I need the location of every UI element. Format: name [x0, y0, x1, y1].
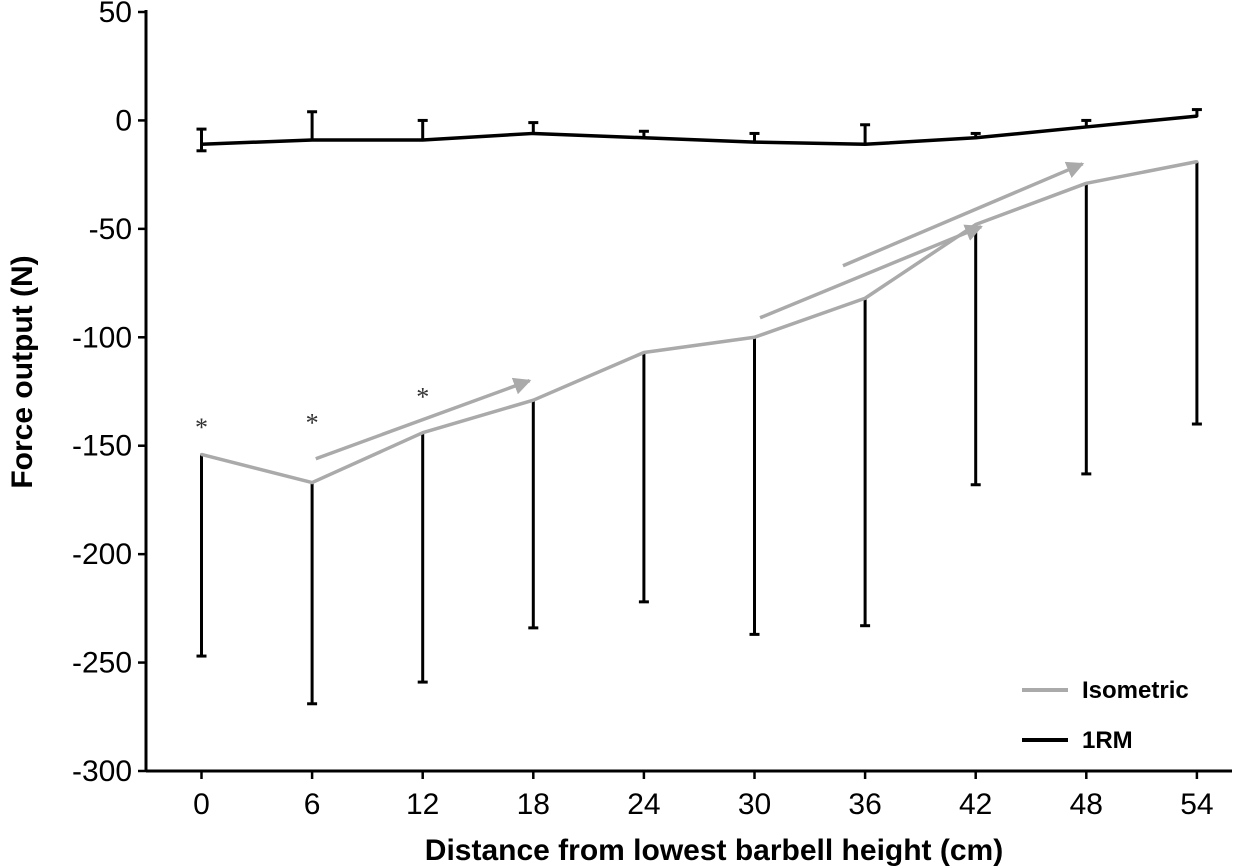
isometric-series-line	[201, 159, 1198, 485]
isometric-data-point	[1084, 181, 1088, 185]
x-tick-label: 24	[627, 788, 660, 821]
isometric-data-point	[974, 223, 978, 227]
y-tick-label: -150	[72, 430, 132, 463]
1rm-data-point	[200, 142, 203, 146]
1rm-data-point	[1195, 114, 1199, 118]
y-tick-label: -300	[72, 755, 132, 788]
x-tick-label: 36	[848, 788, 881, 821]
isometric-data-point	[863, 296, 867, 300]
significance-asterisk: *	[195, 413, 208, 442]
trend-arrow	[759, 224, 983, 320]
x-tick-label: 48	[1070, 788, 1103, 821]
trend-arrow	[842, 161, 1085, 268]
1rm-data-point	[421, 138, 425, 142]
1rm-data-point	[310, 138, 314, 142]
isometric-data-point	[200, 452, 203, 456]
x-tick-label: 6	[304, 788, 321, 821]
1rm-series-line	[201, 114, 1198, 147]
1rm-data-point	[642, 136, 646, 140]
1rm-data-point	[974, 136, 978, 140]
1rm-data-point	[863, 142, 867, 146]
isometric-data-point	[531, 398, 535, 402]
1rm-data-point	[531, 131, 535, 135]
legend-label-isometric: Isometric	[1082, 677, 1189, 704]
isometric-data-point	[753, 335, 756, 339]
x-tick-label: 42	[959, 788, 992, 821]
y-tick-label: -100	[72, 321, 132, 354]
significance-asterisk: *	[306, 409, 319, 438]
y-tick-label: 50	[99, 0, 132, 29]
significance-asterisk: *	[416, 383, 429, 412]
x-tick-label: 0	[193, 788, 210, 821]
x-tick-label: 12	[406, 788, 439, 821]
x-tick-label: 30	[738, 788, 771, 821]
isometric-data-point	[1195, 160, 1199, 164]
trend-arrow	[315, 377, 532, 461]
x-tick-label: 18	[517, 788, 550, 821]
x-axis-title: Distance from lowest barbell height (cm)	[425, 834, 1003, 867]
y-tick-label: 0	[115, 104, 132, 137]
y-tick-label: -50	[89, 213, 132, 246]
isometric-data-point	[642, 350, 646, 354]
1rm-data-point	[1084, 125, 1088, 129]
x-tick-label: 54	[1180, 788, 1213, 821]
y-tick-label: -200	[72, 538, 132, 571]
y-tick-label: -250	[72, 647, 132, 680]
legend-label-1rm: 1RM	[1082, 727, 1133, 754]
isometric-data-point	[421, 431, 425, 435]
1rm-data-point	[753, 140, 756, 144]
y-axis-title: Force output (N)	[6, 255, 39, 488]
isometric-data-point	[310, 481, 314, 485]
